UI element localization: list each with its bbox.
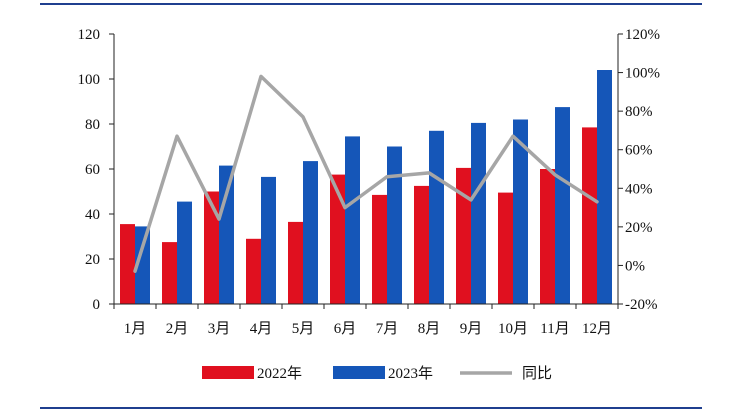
yoy-point-4月 xyxy=(260,75,262,77)
bar-2022年-3月 xyxy=(204,191,219,304)
yoy-point-2月 xyxy=(176,135,178,137)
bar-2023年-10月 xyxy=(513,119,528,304)
legend-label-同比: 同比 xyxy=(522,365,552,382)
y-right-tick-label: 0% xyxy=(625,258,645,274)
axes-layer: 0 20 40 60 80 100 120 -20% 0% 20% 40% 60% 80% 100% 120… xyxy=(78,27,661,337)
bars-layer xyxy=(120,70,612,305)
bar-2023年-2月 xyxy=(177,201,192,304)
y-left-tick-label: 20 xyxy=(85,252,100,268)
yoy-point-9月 xyxy=(470,199,472,201)
yoy-point-1月 xyxy=(134,270,136,272)
legend: 2022年 2023年 同比 xyxy=(202,365,552,382)
y-left-tick-label: 0 xyxy=(93,297,101,313)
bar-2022年-2月 xyxy=(162,242,177,304)
x-tick-label: 6月 xyxy=(334,321,357,337)
x-tick-label: 4月 xyxy=(250,321,273,337)
bar-2023年-11月 xyxy=(555,107,570,304)
y-right-tick-label: 60% xyxy=(625,143,653,159)
yoy-point-6月 xyxy=(344,207,346,209)
bar-2022年-12月 xyxy=(582,127,597,305)
x-tick-label: 7月 xyxy=(376,321,399,337)
bar-2023年-1月 xyxy=(135,226,150,304)
yoy-point-5月 xyxy=(302,116,304,118)
yoy-point-3月 xyxy=(218,218,220,220)
bar-2023年-3月 xyxy=(219,165,234,304)
bar-2022年-5月 xyxy=(288,221,303,304)
bar-2023年-5月 xyxy=(303,161,318,304)
bar-2022年-4月 xyxy=(246,238,261,305)
x-tick-label: 2月 xyxy=(166,321,189,337)
x-tick-label: 5月 xyxy=(292,321,315,337)
y-right-tick-label: -20% xyxy=(625,297,658,313)
bar-2022年-9月 xyxy=(456,167,471,304)
bar-2023年-4月 xyxy=(261,176,276,304)
legend-label-2022年: 2022年 xyxy=(257,365,302,382)
yoy-line-layer xyxy=(133,74,599,273)
x-tick-label: 1月 xyxy=(124,321,147,337)
y-right-tick-label: 100% xyxy=(625,66,660,82)
y-right-tick-label: 40% xyxy=(625,181,653,197)
legend-swatch-2023年 xyxy=(333,366,385,379)
bar-2023年-12月 xyxy=(597,70,612,304)
y-left-tick-label: 60 xyxy=(85,162,100,178)
y-left-tick-label: 120 xyxy=(78,27,101,43)
x-tick-label: 12月 xyxy=(582,321,612,337)
y-left-tick-label: 100 xyxy=(78,72,101,88)
legend-label-2023年: 2023年 xyxy=(388,365,433,382)
x-tick-label: 8月 xyxy=(418,321,441,337)
yoy-point-12月 xyxy=(596,201,598,203)
bar-2022年-1月 xyxy=(120,224,135,304)
bar-2023年-6月 xyxy=(345,136,360,304)
y-left-tick-label: 80 xyxy=(85,117,100,133)
y-right-tick-label: 120% xyxy=(625,27,660,43)
y-right-tick-label: 20% xyxy=(625,220,653,236)
x-tick-label: 10月 xyxy=(498,321,528,337)
x-tick-label: 11月 xyxy=(540,321,569,337)
bar-2022年-6月 xyxy=(330,174,345,304)
yoy-point-7月 xyxy=(386,176,388,178)
x-tick-label: 3月 xyxy=(208,321,231,337)
bar-2022年-8月 xyxy=(414,185,429,304)
bar-2023年-9月 xyxy=(471,122,486,305)
yoy-point-10月 xyxy=(512,135,514,137)
y-left-tick-label: 40 xyxy=(85,207,100,223)
yoy-point-11月 xyxy=(554,174,556,176)
yoy-line-series xyxy=(133,74,599,273)
yoy-point-8月 xyxy=(428,172,430,174)
legend-swatch-2022年 xyxy=(202,366,254,379)
bar-2023年-8月 xyxy=(429,130,444,305)
bar-2022年-7月 xyxy=(372,194,387,304)
bar-2023年-7月 xyxy=(387,146,402,304)
x-tick-label: 9月 xyxy=(460,321,483,337)
y-right-tick-label: 80% xyxy=(625,104,653,120)
bar-2022年-10月 xyxy=(498,192,513,304)
bar-2022年-11月 xyxy=(540,169,555,304)
